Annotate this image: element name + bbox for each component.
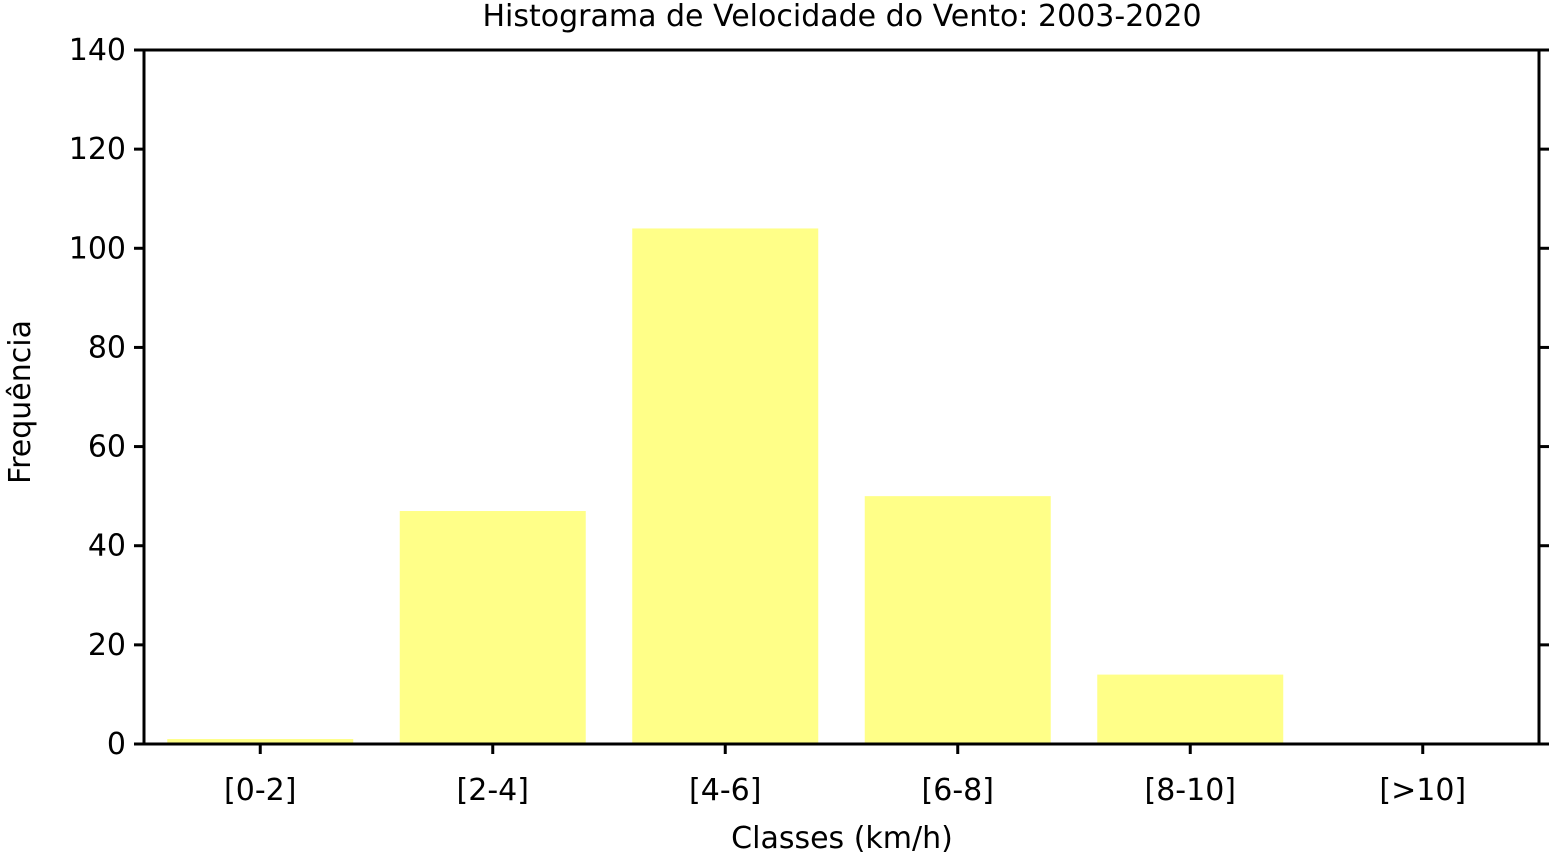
y-tick-label: 100 — [69, 231, 126, 266]
y-tick-label: 60 — [88, 430, 126, 465]
chart-title: Histograma de Velocidade do Vento: 2003-… — [482, 0, 1201, 34]
bar-2 — [632, 228, 819, 744]
bar-0 — [167, 739, 354, 744]
x-tick-label: [8-10] — [1145, 773, 1237, 808]
x-axis-ticks: [0-2] [2-4] [4-6] [6-8] [8-10] [>10] — [224, 744, 1466, 808]
y-axis-label: Frequência — [3, 320, 38, 484]
y-axis-ticks: 0 20 40 60 80 100 120 140 — [69, 33, 1549, 762]
x-tick-label: [4-6] — [689, 773, 761, 808]
x-tick-label: [>10] — [1379, 773, 1466, 808]
x-tick-label: [2-4] — [457, 773, 529, 808]
x-tick-label: [6-8] — [922, 773, 994, 808]
bar-4 — [1097, 674, 1284, 744]
bar-group — [167, 228, 1284, 744]
y-tick-label: 80 — [88, 330, 126, 365]
plot-frame — [142, 48, 1549, 746]
x-tick-label: [0-2] — [224, 773, 296, 808]
y-tick-label: 20 — [88, 628, 126, 663]
bar-1 — [399, 511, 586, 744]
x-axis-label: Classes (km/h) — [731, 821, 953, 855]
bar-3 — [864, 496, 1051, 744]
y-tick-label: 40 — [88, 529, 126, 564]
y-tick-label: 140 — [69, 33, 126, 68]
y-tick-label: 120 — [69, 132, 126, 167]
y-tick-label: 0 — [107, 727, 126, 762]
